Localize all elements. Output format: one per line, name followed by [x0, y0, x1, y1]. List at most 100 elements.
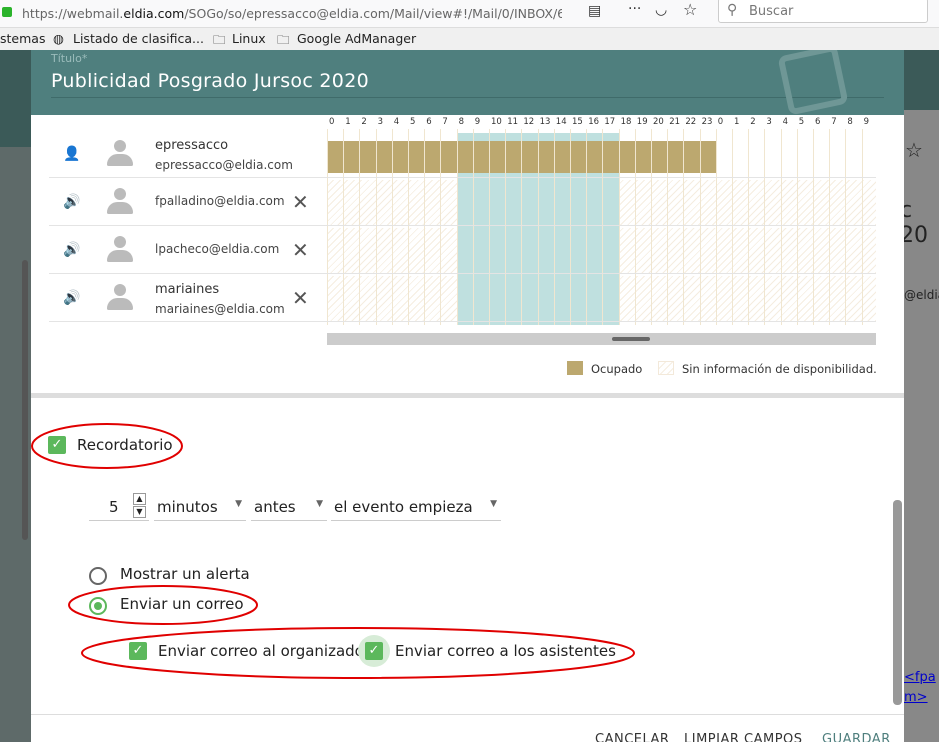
bookmark-item[interactable]: stemas	[0, 31, 46, 46]
unit-value: minutos	[157, 498, 218, 516]
dialog-header: Título* Publicidad Posgrado Jursoc 2020	[31, 50, 904, 116]
busy-block	[344, 141, 360, 173]
url-domain: eldia.com	[123, 6, 185, 21]
hour-label: 8	[458, 117, 465, 127]
hour-label: 5	[798, 117, 805, 127]
browser-toolbar: https://webmail.eldia.com/SOGo/so/epress…	[0, 0, 939, 28]
busy-block	[457, 141, 473, 173]
footer-divider	[31, 714, 904, 715]
relation-select[interactable]: antes ▼	[251, 493, 327, 521]
busy-block	[587, 141, 603, 173]
attendee-role-icon[interactable]: 🔊	[63, 242, 81, 258]
legend-busy-swatch	[567, 361, 583, 375]
reminder-label: Recordatorio	[77, 436, 173, 454]
chevron-down-icon: ▼	[235, 499, 242, 509]
relation-value: antes	[254, 498, 296, 516]
busy-block	[409, 141, 425, 173]
busy-block	[425, 141, 441, 173]
hour-label: 21	[669, 117, 681, 127]
search-placeholder: Buscar	[749, 4, 794, 19]
title-input[interactable]: Publicidad Posgrado Jursoc 2020	[51, 70, 369, 92]
background-link[interactable]: <fpa	[904, 670, 936, 685]
horizontal-scrollbar[interactable]	[327, 333, 876, 345]
quantity-value: 5	[109, 498, 119, 516]
hour-label: 9	[863, 117, 870, 127]
attendee-name: epressacco	[155, 138, 229, 153]
hour-label: 6	[426, 117, 432, 127]
reminder-checkbox[interactable]: ✓	[48, 436, 66, 454]
busy-block	[522, 141, 538, 173]
vertical-scrollbar[interactable]	[893, 500, 902, 705]
search-icon: ⚲	[727, 2, 738, 18]
quantity-stepper[interactable]: 5 ▲ ▼	[89, 493, 149, 521]
attendee-email: epressacco@eldia.com	[155, 158, 293, 172]
hour-label: 9	[474, 117, 481, 127]
globe-icon: ◍	[53, 31, 64, 46]
increment-icon[interactable]: ▲	[133, 493, 146, 505]
hour-label: 23	[701, 117, 713, 127]
remove-attendee-icon[interactable]: ✕	[292, 238, 309, 262]
star-icon[interactable]: ☆	[905, 138, 923, 162]
url-rest: /SOGo/so/epressacco@eldia.com/Mail/view#…	[184, 6, 562, 21]
attendee-email: fpalladino@eldia.com	[155, 194, 285, 208]
email-organizer-checkbox[interactable]: ✓	[129, 642, 147, 660]
attendee-role-icon[interactable]: 🔊	[63, 194, 81, 210]
section-divider	[31, 393, 904, 398]
busy-block	[635, 141, 651, 173]
hour-label: 22	[685, 117, 697, 127]
scrollbar-thumb[interactable]	[612, 337, 650, 341]
show-alert-label: Mostrar un alerta	[120, 565, 250, 583]
send-email-radio[interactable]	[89, 597, 107, 615]
pocket-icon[interactable]: ◡	[655, 2, 668, 18]
busy-block	[392, 141, 408, 173]
hour-label: 7	[831, 117, 837, 127]
url-bar[interactable]: https://webmail.eldia.com/SOGo/so/epress…	[22, 6, 562, 21]
email-attendees-label: Enviar correo a los asistentes	[395, 642, 616, 660]
busy-block	[619, 141, 635, 173]
more-icon[interactable]: ···	[628, 1, 642, 17]
hour-label: 1	[345, 117, 351, 127]
show-alert-radio[interactable]	[89, 567, 107, 585]
calendar-watermark-icon	[777, 50, 849, 116]
attendee-role-icon[interactable]: 🔊	[63, 290, 81, 306]
busy-block	[360, 141, 376, 173]
hour-label: 4	[782, 117, 789, 127]
bookmark-folder[interactable]: Linux	[232, 31, 266, 46]
unit-select[interactable]: minutos ▼	[154, 493, 246, 521]
bookmark-star-icon[interactable]: ☆	[683, 0, 698, 19]
hour-label: 17	[604, 117, 616, 127]
bookmark-folder[interactable]: Google AdManager	[297, 31, 417, 46]
hour-label: 6	[815, 117, 821, 127]
background-link[interactable]: m>	[904, 690, 928, 705]
remove-attendee-icon[interactable]: ✕	[292, 190, 309, 214]
lock-icon	[2, 7, 12, 17]
busy-block	[441, 141, 457, 173]
reader-view-icon[interactable]: ▤	[588, 3, 602, 19]
url-prefix: https://webmail.	[22, 6, 124, 21]
cancel-button[interactable]: CANCELAR	[595, 732, 670, 742]
attendee-email: lpacheco@eldia.com	[155, 242, 280, 256]
title-label: Título*	[51, 52, 88, 65]
search-input[interactable]: ⚲ Buscar	[718, 0, 928, 23]
email-attendees-checkbox[interactable]: ✓	[365, 642, 383, 660]
reference-select[interactable]: el evento empieza ▼	[331, 493, 501, 521]
background-title: c 20	[900, 198, 928, 248]
attendee-row: 🔊 mariaines mariaines@eldia.com ✕	[49, 274, 876, 322]
avatar	[107, 284, 133, 312]
decrement-icon[interactable]: ▼	[133, 506, 146, 518]
hour-label: 16	[588, 117, 600, 127]
attendee-email: mariaines@eldia.com	[155, 302, 285, 316]
attendee-name: mariaines	[155, 282, 220, 297]
avatar	[107, 236, 133, 264]
organizer-icon[interactable]: 👤	[63, 146, 81, 162]
reset-fields-button[interactable]: LIMPIAR CAMPOS	[684, 732, 803, 742]
reference-value: el evento empieza	[334, 498, 473, 516]
busy-block	[684, 141, 700, 173]
busy-block	[376, 141, 392, 173]
bookmark-item[interactable]: Listado de clasifica...	[73, 31, 204, 46]
hour-label: 20	[653, 117, 664, 127]
attendee-row: 🔊 lpacheco@eldia.com ✕	[49, 226, 876, 274]
save-button[interactable]: GUARDAR	[822, 732, 891, 742]
busy-block	[538, 141, 554, 173]
remove-attendee-icon[interactable]: ✕	[292, 286, 309, 310]
